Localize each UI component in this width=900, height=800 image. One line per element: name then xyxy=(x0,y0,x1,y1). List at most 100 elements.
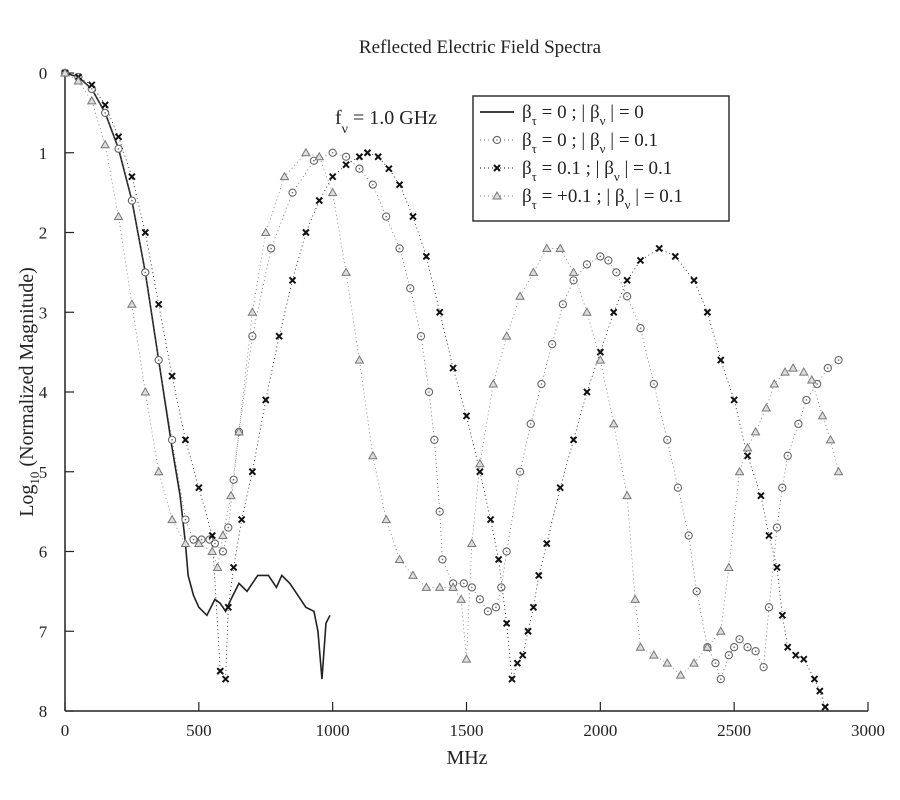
legend-entry-2: βτ = 0 ; | βν | = 0.1 xyxy=(480,130,658,156)
series-3 xyxy=(61,69,829,711)
legend-label-part: | = 0.1 xyxy=(630,186,683,207)
circle-marker-dot xyxy=(214,542,216,545)
circle-marker xyxy=(558,300,568,309)
cross-marker xyxy=(773,563,781,572)
triangle-marker xyxy=(153,466,164,476)
annotation-rest: = 1.0 GHz xyxy=(348,107,437,129)
y-tick-label: 7 xyxy=(39,622,48,641)
cross-marker xyxy=(778,611,787,620)
cross-marker xyxy=(248,468,257,476)
circle-marker xyxy=(515,467,525,476)
circle-marker-dot xyxy=(529,423,532,425)
cross-marker xyxy=(195,483,203,492)
triangle-marker xyxy=(341,267,351,276)
circle-marker xyxy=(764,603,774,612)
legend-label: βτ = 0 ; | βν | = 0.1 xyxy=(522,130,658,156)
circle-marker xyxy=(778,483,787,492)
cross-marker xyxy=(703,308,712,316)
cross-marker xyxy=(342,161,350,169)
circle-marker-dot xyxy=(653,383,655,385)
triangle-marker xyxy=(180,538,191,548)
circle-marker xyxy=(684,531,693,540)
triangle-marker xyxy=(723,562,734,571)
triangle-marker xyxy=(100,139,111,149)
cross-marker xyxy=(810,675,819,683)
cross-marker xyxy=(395,180,404,189)
circle-marker xyxy=(491,603,501,612)
legend-label-part: β xyxy=(522,102,532,123)
triangle-marker xyxy=(212,562,223,571)
legend-label-part: = 0.1 xyxy=(537,158,581,179)
circle-marker-dot xyxy=(471,586,473,589)
circle-marker-dot xyxy=(192,538,195,541)
triangle-marker xyxy=(488,379,499,388)
circle-marker xyxy=(692,587,701,596)
circle-marker-dot xyxy=(816,383,818,385)
triangle-marker xyxy=(825,434,836,444)
cross-marker xyxy=(610,308,618,316)
circle-marker-dot xyxy=(666,439,669,441)
circle-marker-dot xyxy=(768,606,770,609)
triangle-marker xyxy=(193,538,204,548)
legend-label: βτ = 0.1 ; | βν | = 0.1 xyxy=(522,158,672,184)
legend-label-part: | = 0.1 xyxy=(606,130,659,151)
triangle-marker xyxy=(675,670,686,679)
triangle-marker xyxy=(649,650,659,659)
cross-marker xyxy=(216,667,224,675)
circle-marker xyxy=(101,108,110,118)
circle-marker-dot xyxy=(738,638,741,641)
circle-marker-dot xyxy=(358,167,361,170)
legend-label-part: ; | β xyxy=(581,158,614,179)
circle-marker-dot xyxy=(754,650,757,652)
cross-marker xyxy=(508,675,516,683)
circle-marker-dot xyxy=(420,335,422,337)
y-tick-label: 1 xyxy=(39,144,48,163)
triangle-marker xyxy=(394,554,405,563)
circle-marker-dot xyxy=(291,191,294,194)
circle-marker-dot xyxy=(372,183,374,186)
circle-marker xyxy=(548,339,557,349)
circle-marker-dot xyxy=(144,271,147,274)
circle-marker-dot xyxy=(495,606,497,609)
triangle-marker xyxy=(742,442,753,452)
circle-marker-dot xyxy=(762,666,765,668)
circle-marker xyxy=(328,148,337,157)
circle-marker xyxy=(783,451,792,460)
cross-marker xyxy=(224,603,232,612)
circle-marker-dot xyxy=(562,303,564,306)
circle-marker xyxy=(266,244,276,253)
cross-marker xyxy=(655,244,663,253)
triangle-marker xyxy=(434,582,445,591)
legend-label-part: β xyxy=(522,130,532,151)
cross-marker xyxy=(717,356,725,364)
x-axis-label: MHz xyxy=(446,747,487,769)
triangle-marker xyxy=(761,402,772,412)
triangle-marker xyxy=(461,654,472,663)
triangle-marker xyxy=(475,458,485,468)
series-group xyxy=(60,67,844,711)
triangle-marker xyxy=(448,582,458,591)
circle-marker xyxy=(341,152,351,161)
triangle-marker xyxy=(833,466,844,476)
circle-marker xyxy=(475,595,485,604)
cross-marker xyxy=(208,531,216,540)
triangle-marker xyxy=(595,355,606,364)
triangle-marker xyxy=(780,367,790,376)
circle-marker-dot xyxy=(441,558,444,561)
cross-marker xyxy=(730,396,738,404)
legend-label-part: τ xyxy=(532,197,537,212)
circle-marker-dot xyxy=(345,155,347,158)
circle-marker-dot xyxy=(500,586,503,589)
triangle-marker xyxy=(635,642,646,651)
circle-marker-dot xyxy=(728,654,730,656)
cross-marker xyxy=(128,172,136,181)
cross-marker xyxy=(88,81,96,89)
cross-marker xyxy=(181,436,190,444)
triangle-marker xyxy=(140,386,151,396)
circle-marker-dot xyxy=(496,139,498,141)
cross-marker xyxy=(385,164,393,173)
triangle-marker xyxy=(806,375,817,384)
cross-marker xyxy=(374,153,382,161)
circle-marker xyxy=(497,583,506,592)
circle-marker xyxy=(673,483,683,492)
